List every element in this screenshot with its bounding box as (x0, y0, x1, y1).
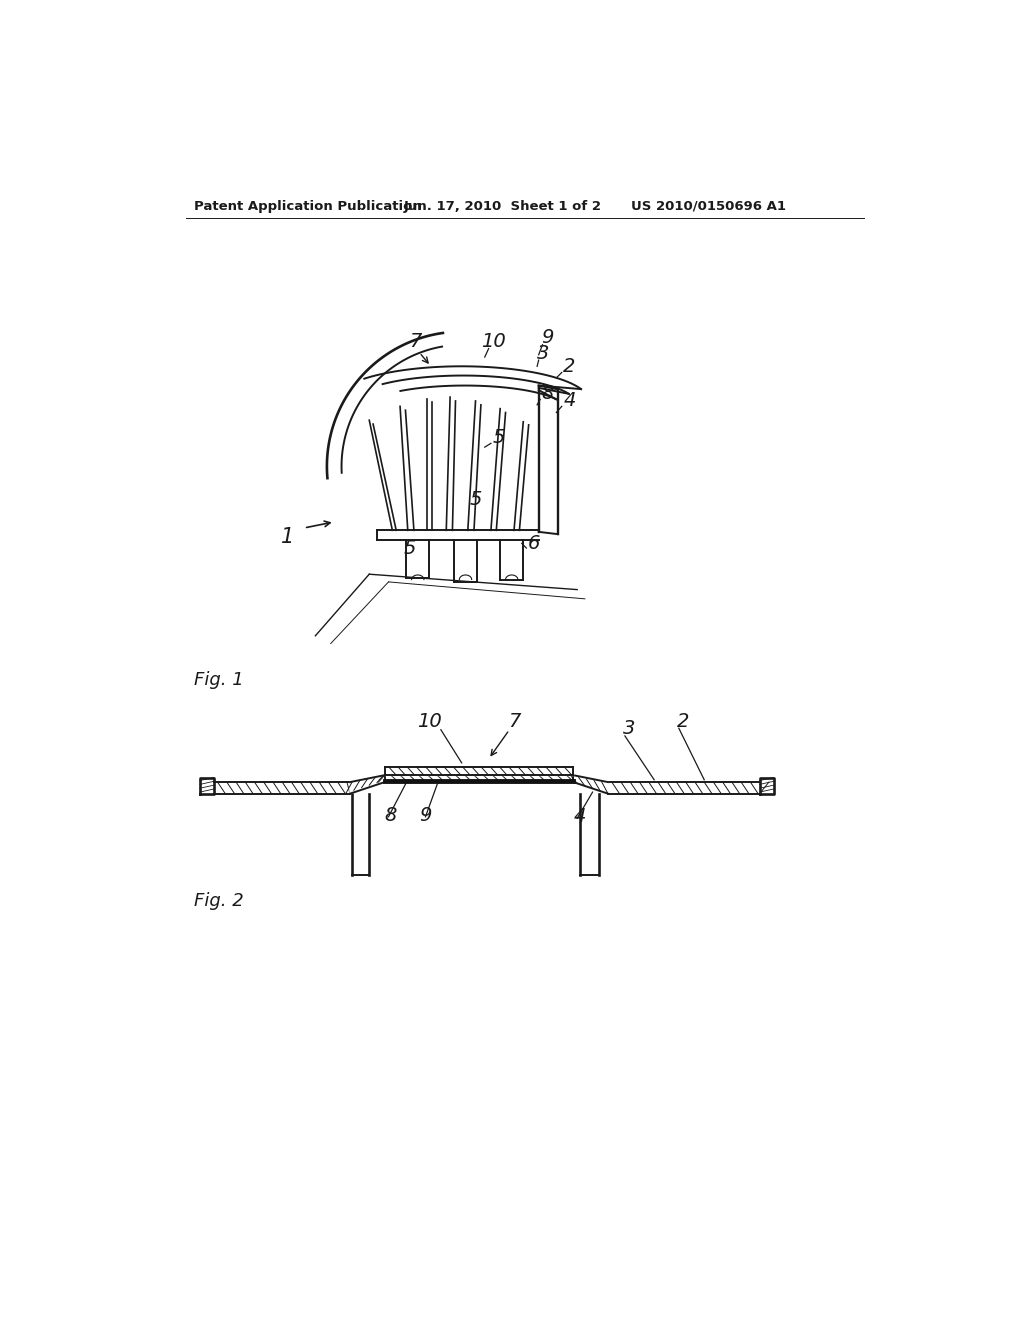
Polygon shape (200, 779, 214, 793)
Text: 7: 7 (410, 333, 422, 351)
Text: 8: 8 (385, 805, 397, 825)
Text: 9: 9 (541, 329, 553, 347)
Text: Fig. 2: Fig. 2 (194, 892, 244, 911)
Text: 5: 5 (403, 539, 416, 558)
Text: 3: 3 (624, 719, 636, 738)
Polygon shape (573, 775, 608, 793)
Text: 10: 10 (417, 711, 441, 731)
Text: 4: 4 (563, 391, 575, 411)
Text: 1: 1 (281, 527, 294, 548)
Text: 7: 7 (508, 711, 520, 731)
Polygon shape (350, 775, 385, 793)
Text: 3: 3 (538, 343, 550, 363)
Polygon shape (608, 781, 760, 793)
Text: 5: 5 (469, 490, 481, 510)
Text: US 2010/0150696 A1: US 2010/0150696 A1 (631, 199, 786, 213)
Text: Jun. 17, 2010  Sheet 1 of 2: Jun. 17, 2010 Sheet 1 of 2 (403, 199, 602, 213)
Text: 2: 2 (677, 711, 689, 731)
Text: 5: 5 (493, 428, 505, 447)
Text: Fig. 1: Fig. 1 (194, 671, 244, 689)
Text: 8: 8 (541, 384, 553, 403)
Polygon shape (385, 767, 573, 775)
Text: Patent Application Publication: Patent Application Publication (194, 199, 422, 213)
Text: 10: 10 (481, 333, 506, 351)
Text: 6: 6 (528, 533, 541, 553)
Polygon shape (760, 779, 773, 793)
Text: 2: 2 (563, 358, 575, 376)
Polygon shape (214, 781, 350, 793)
Text: 4: 4 (573, 807, 586, 826)
Text: 9: 9 (419, 805, 432, 825)
Polygon shape (385, 775, 573, 781)
